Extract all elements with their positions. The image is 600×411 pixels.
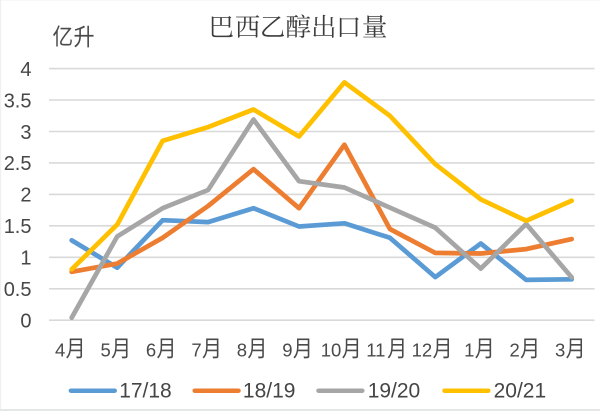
svg-text:19/20: 19/20 [368,379,421,402]
svg-text:5: 5 [101,339,111,360]
svg-text:3.5: 3.5 [4,90,32,112]
svg-text:6: 6 [146,339,156,360]
svg-text:7: 7 [191,339,201,360]
svg-text:4: 4 [20,59,31,81]
svg-text:3: 3 [555,339,565,360]
svg-text:10: 10 [321,339,342,360]
svg-text:0: 0 [20,311,31,333]
svg-text:2: 2 [20,185,31,207]
svg-text:18/19: 18/19 [243,379,296,402]
svg-text:11: 11 [366,339,385,360]
svg-text:20/21: 20/21 [494,379,547,402]
svg-text:3: 3 [20,122,31,144]
svg-text:1: 1 [20,248,31,270]
svg-text:9: 9 [282,339,292,360]
svg-text:12: 12 [412,339,433,360]
svg-text:1.5: 1.5 [4,216,32,238]
svg-text:2: 2 [510,339,520,360]
svg-text:8: 8 [237,339,247,360]
svg-text:2.5: 2.5 [4,153,32,175]
svg-text:17/18: 17/18 [119,379,172,402]
svg-text:4: 4 [55,339,65,360]
svg-text:0.5: 0.5 [4,279,32,301]
svg-text:1: 1 [464,339,474,360]
